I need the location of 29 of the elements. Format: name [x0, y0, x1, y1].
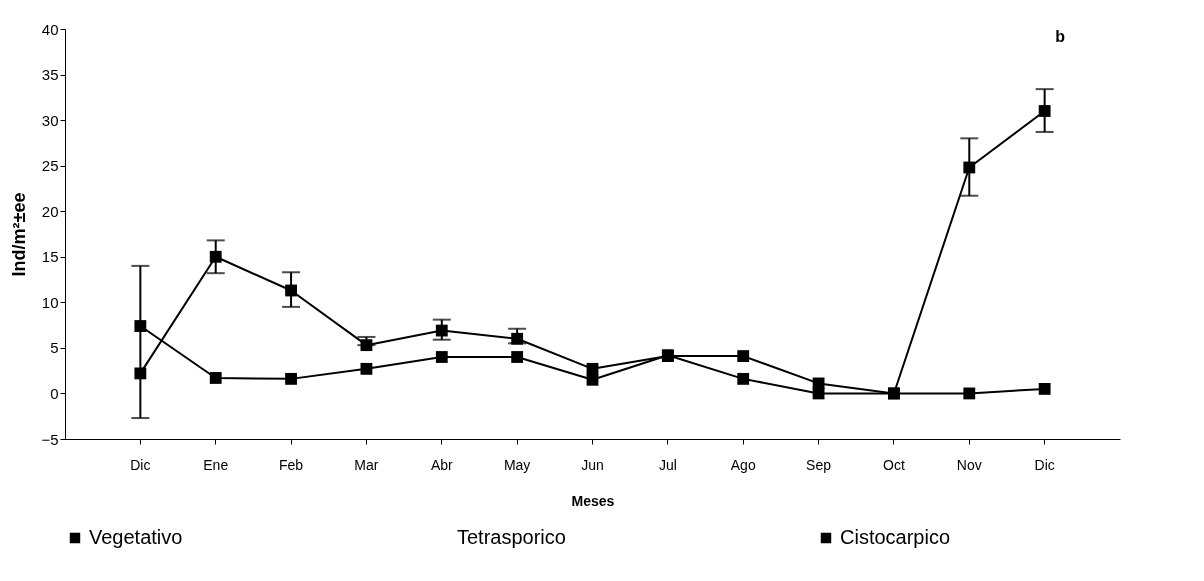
y-tick-label: 20 [41, 202, 59, 220]
y-tick-label: 25 [41, 157, 59, 175]
y-tick-label: 40 [41, 20, 59, 38]
x-tick-label: Mar [354, 456, 379, 473]
x-tick-label: Abr [430, 456, 454, 473]
x-tick-label: Oct [883, 456, 905, 473]
y-tick-label: 0 [50, 384, 59, 402]
x-tick-label: Sep [806, 456, 832, 473]
legend-label: Cistocarpico [840, 526, 951, 548]
x-tick-label: Ago [730, 456, 756, 473]
annotation: b [1055, 28, 1066, 45]
y-tick-label: 15 [41, 248, 59, 266]
x-tick-label: Feb [279, 456, 304, 473]
y-tick-label: 35 [41, 66, 59, 84]
y-tick-label: −5 [41, 430, 59, 448]
x-tick-label: Nov [956, 456, 982, 473]
x-tick-label: Jun [581, 456, 604, 473]
y-axis-title: Ind/m²±ee [9, 192, 30, 277]
x-axis-title: Meses [571, 492, 615, 509]
x-tick-label: May [503, 456, 531, 473]
x-tick-label: Ene [203, 456, 229, 473]
x-tick-label: Dic [1034, 456, 1055, 473]
legend-label: Vegetativo [89, 526, 183, 548]
text: Tetrasporico [457, 526, 566, 548]
y-tick-label: 5 [50, 339, 59, 357]
y-tick-label: 30 [41, 111, 59, 129]
x-tick-label: Jul [658, 456, 677, 473]
x-tick-label: Dic [130, 456, 151, 473]
y-tick-label: 10 [41, 293, 59, 311]
